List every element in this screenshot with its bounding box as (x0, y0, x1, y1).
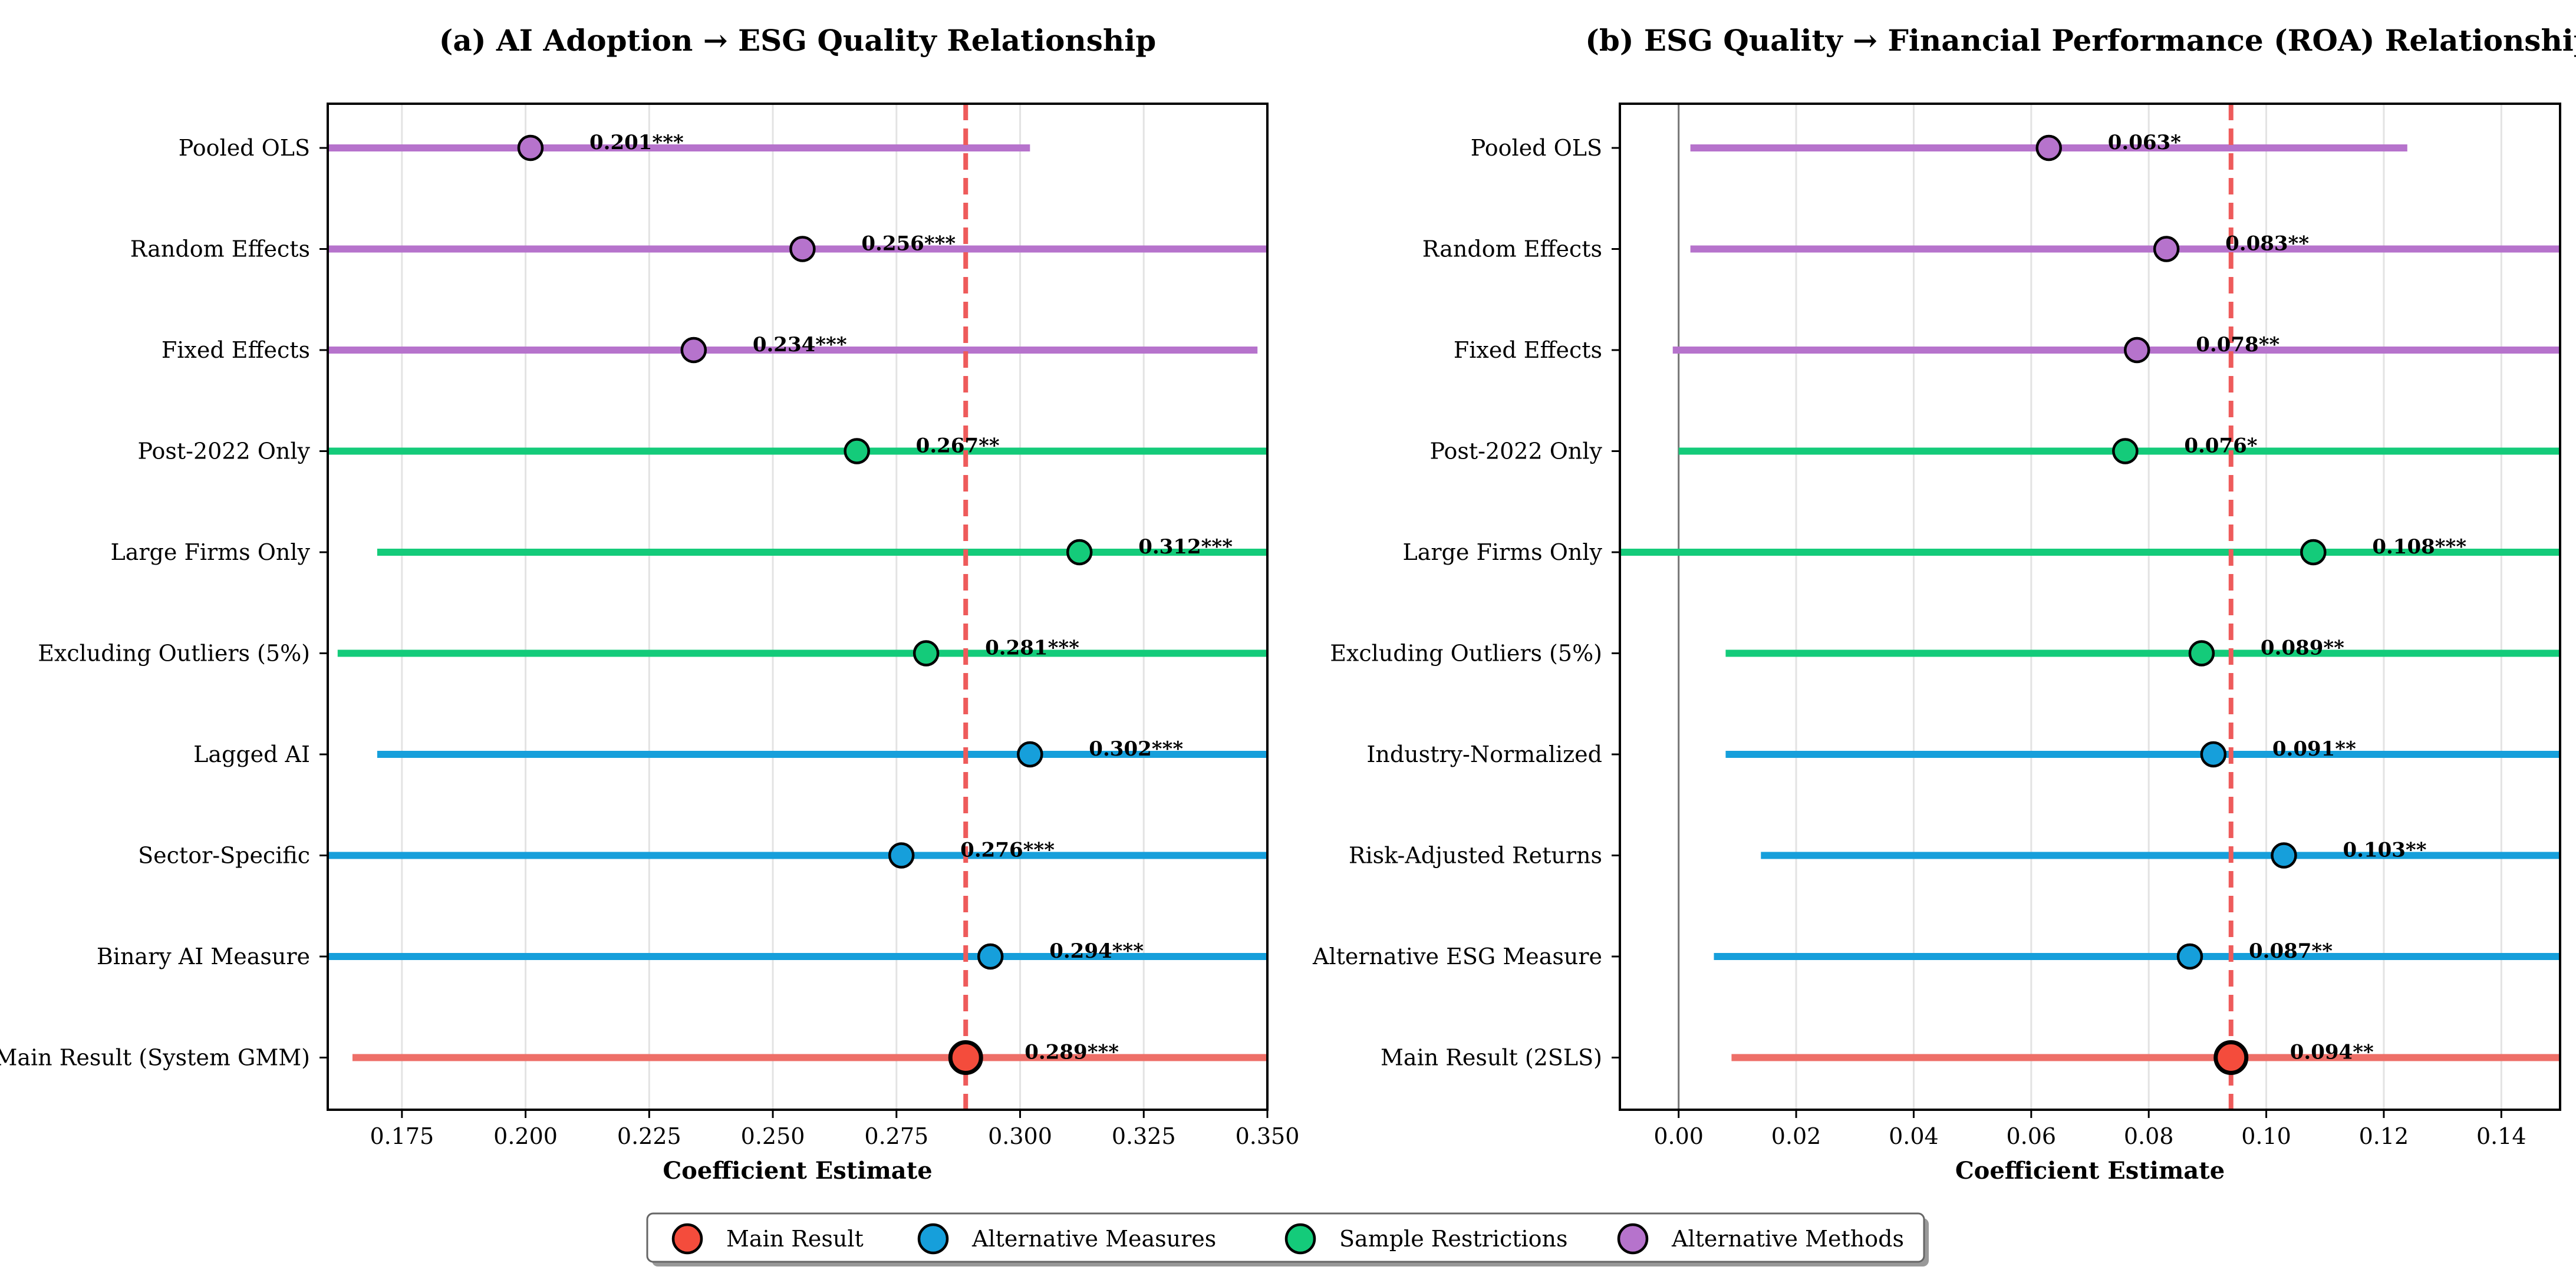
row-label: Industry-Normalized (1366, 741, 1602, 767)
x-axis-label: Coefficient Estimate (663, 1157, 932, 1185)
legend-label: Alternative Methods (1671, 1226, 1904, 1252)
row-label: Binary AI Measure (97, 944, 310, 969)
value-label: 0.076* (2184, 434, 2257, 458)
row-label: Large Firms Only (1403, 539, 1603, 565)
legend-marker (917, 1223, 949, 1255)
value-label: 0.089** (2261, 636, 2344, 660)
point-estimate-marker (2153, 236, 2180, 262)
x-tick-label: 0.04 (1889, 1123, 1939, 1149)
value-label: 0.267** (916, 434, 1000, 458)
point-estimate-marker (844, 438, 870, 464)
panel-b-esg-roa: (b) ESG Quality → Financial Performance … (1312, 23, 2576, 1185)
value-label: 0.094** (2290, 1041, 2374, 1064)
point-estimate-marker (2200, 741, 2227, 768)
axes-frame (327, 103, 1269, 1111)
plot-area (328, 104, 1267, 1110)
x-tick-label: 0.08 (2124, 1123, 2174, 1149)
point-estimate-marker (888, 842, 915, 869)
x-tick-label: 0.12 (2359, 1123, 2409, 1149)
point-estimate-marker (2271, 842, 2297, 869)
plot-area (1620, 104, 2560, 1110)
point-estimate-marker (2213, 1040, 2249, 1075)
point-estimate-marker (2124, 337, 2150, 364)
x-tick-label: 0.200 (493, 1123, 558, 1149)
x-tick-label: 0.275 (864, 1123, 928, 1149)
point-estimate-marker (2188, 640, 2215, 667)
x-tick-label: 0.14 (2476, 1123, 2526, 1149)
legend-label: Sample Restrictions (1339, 1226, 1568, 1252)
x-tick-label: 0.175 (370, 1123, 434, 1149)
x-tick-label: 0.325 (1112, 1123, 1176, 1149)
panel-a-ai-esg: (a) AI Adoption → ESG Quality Relationsh… (0, 23, 1299, 1185)
row-label: Lagged AI (193, 741, 310, 767)
row-label: Random Effects (130, 236, 310, 262)
value-label: 0.201*** (589, 131, 684, 154)
legend-marker (1617, 1223, 1649, 1255)
point-estimate-marker (2035, 134, 2062, 161)
point-estimate-marker (1066, 539, 1093, 566)
value-label: 0.087** (2249, 939, 2333, 963)
row-label: Main Result (2SLS) (1381, 1045, 1602, 1071)
value-label: 0.312*** (1138, 535, 1233, 559)
x-tick-label: 0.06 (2007, 1123, 2057, 1149)
legend-label: Main Result (726, 1226, 864, 1252)
chart-title: (b) ESG Quality → Financial Performance … (1585, 23, 2576, 58)
row-label: Excluding Outliers (5%) (38, 641, 310, 667)
point-estimate-marker (2112, 438, 2139, 464)
x-tick-label: 0.10 (2241, 1123, 2291, 1149)
chart-title: (a) AI Adoption → ESG Quality Relationsh… (439, 23, 1156, 58)
row-label: Fixed Effects (1454, 337, 1602, 363)
value-label: 0.091** (2272, 737, 2356, 761)
value-label: 0.078** (2196, 333, 2279, 357)
value-label: 0.256*** (861, 232, 956, 256)
value-label: 0.281*** (985, 636, 1079, 660)
value-label: 0.276*** (960, 839, 1055, 862)
axes-frame (1619, 103, 2561, 1111)
row-label: Pooled OLS (1471, 135, 1602, 161)
legend: Main Result Alternative Measures Sample Re… (646, 1212, 1929, 1266)
x-tick-label: 0.00 (1653, 1123, 1704, 1149)
x-axis-label: Coefficient Estimate (1955, 1157, 2225, 1185)
point-estimate-marker (977, 943, 1004, 970)
x-tick-label: 0.350 (1236, 1123, 1300, 1149)
value-label: 0.294*** (1049, 939, 1144, 963)
row-label: Post-2022 Only (1429, 438, 1602, 464)
row-label: Fixed Effects (162, 337, 310, 363)
row-label: Alternative ESG Measure (1312, 944, 1602, 969)
value-label: 0.108*** (2372, 535, 2466, 559)
row-label: Risk-Adjusted Returns (1349, 843, 1602, 869)
x-tick-label: 0.02 (1771, 1123, 1821, 1149)
value-label: 0.289*** (1025, 1041, 1119, 1064)
row-label: Large Firms Only (111, 539, 311, 565)
legend-label: Alternative Measures (971, 1226, 1216, 1252)
point-estimate-marker (680, 337, 707, 364)
value-label: 0.234*** (753, 333, 847, 357)
point-estimate-marker (913, 640, 940, 667)
point-estimate-marker (2176, 943, 2203, 970)
point-estimate-marker (2300, 539, 2327, 566)
value-label: 0.063* (2108, 131, 2181, 154)
legend-marker (1284, 1223, 1316, 1255)
point-estimate-marker (1017, 741, 1043, 768)
x-tick-label: 0.250 (741, 1123, 805, 1149)
x-tick-label: 0.300 (988, 1123, 1052, 1149)
value-label: 0.083** (2225, 232, 2309, 256)
row-label: Main Result (System GMM) (0, 1045, 310, 1071)
point-estimate-marker (789, 236, 816, 262)
row-label: Excluding Outliers (5%) (1330, 641, 1602, 667)
row-label: Random Effects (1422, 236, 1602, 262)
row-label: Sector-Specific (138, 843, 310, 869)
row-label: Post-2022 Only (137, 438, 310, 464)
value-label: 0.302*** (1089, 737, 1183, 761)
point-estimate-marker (948, 1040, 983, 1075)
point-estimate-marker (517, 134, 544, 161)
value-label: 0.103** (2343, 839, 2426, 862)
row-label: Pooled OLS (179, 135, 310, 161)
x-tick-label: 0.225 (617, 1123, 681, 1149)
legend-marker (671, 1223, 703, 1255)
